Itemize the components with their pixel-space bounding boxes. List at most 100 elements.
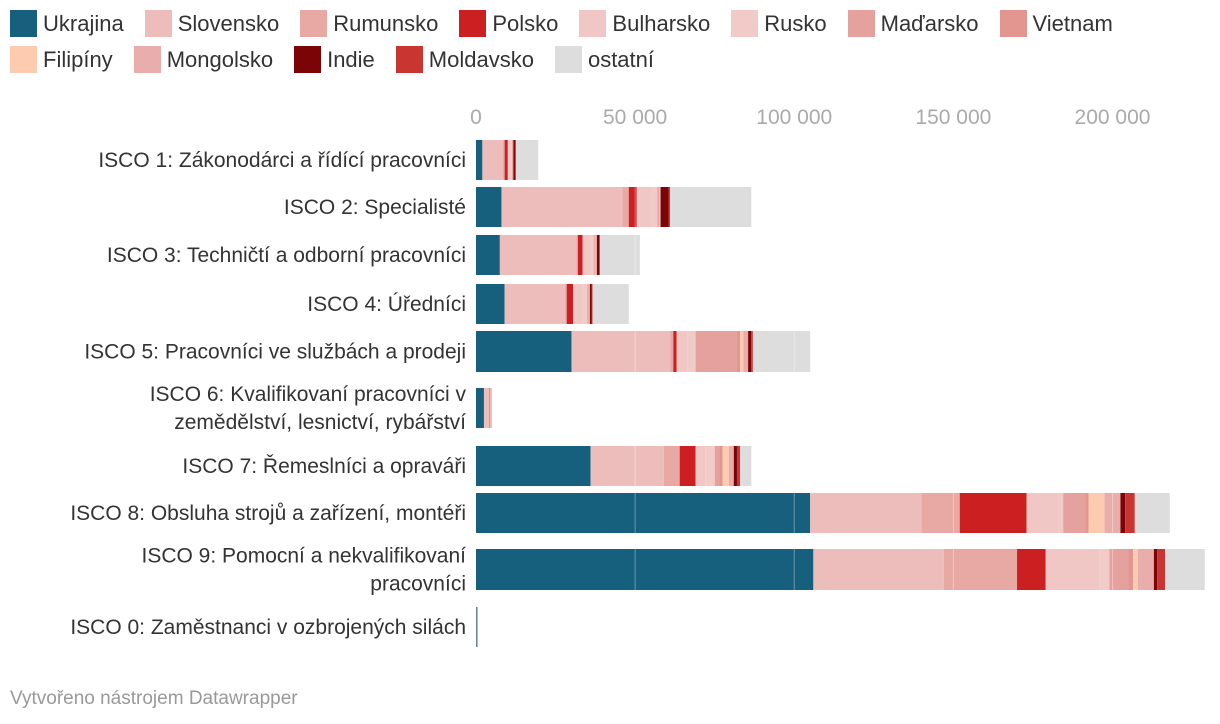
category-label: ISCO 6: Kvalifikovaní pracovníci v zemědě… <box>150 383 467 434</box>
category-label: ISCO 2: Specialisté <box>284 196 466 219</box>
bar-segment-ukrajina <box>476 607 477 647</box>
legend-item-moldavsko: Moldavsko <box>395 46 534 73</box>
bar-segment-ukrajina <box>476 388 484 428</box>
legend-swatch <box>294 46 322 73</box>
bar-segment-polsko <box>1017 549 1046 590</box>
bar-segment-ukrajina <box>476 331 572 372</box>
legend-item-polsko: Polsko <box>459 10 558 37</box>
bar-segment-indie <box>1120 493 1126 533</box>
legend-item-filipiny: Filipíny <box>10 46 113 73</box>
legend-item-ostatni: ostatní <box>554 46 654 73</box>
legend-label: Bulharsko <box>612 10 711 36</box>
category-label-line: zemědělství, lesnictví, rybářství <box>174 411 466 434</box>
bar-segment-bulharsko <box>507 140 509 180</box>
category-label-line: ISCO 1: Zákonodárci a řídící pracovníci <box>98 149 466 172</box>
bar-segment-indie <box>660 187 669 227</box>
bar-segment-ostatni <box>740 446 752 486</box>
x-tick-label: 100 000 <box>756 106 832 129</box>
bar-segment-moldavsko <box>1157 549 1166 590</box>
bar-segment-vietnam <box>736 331 741 372</box>
legend-label: Vietnam <box>1032 10 1113 36</box>
bar-segment-rumunsko <box>565 284 567 324</box>
bar-segment-slovensko <box>501 187 623 227</box>
bar-segment-bulharsko <box>695 446 706 486</box>
bar-segment-slovensko <box>590 446 664 486</box>
bar-segment-madarsko <box>1109 549 1129 590</box>
legend-label: Mongolsko <box>166 46 274 72</box>
bar-segment-moldavsko <box>1125 493 1135 533</box>
category-label-line: ISCO 9: Pomocní a nekvalifikovaní <box>142 545 467 568</box>
legend-item-slovensko: Slovensko <box>144 10 279 37</box>
bar-segment-ostatni <box>670 187 752 227</box>
category-label-line: pracovníci <box>370 573 466 596</box>
bars <box>476 140 1205 647</box>
legend-swatch <box>554 46 582 73</box>
legend-label: Polsko <box>492 10 559 36</box>
bar-segment-moldavsko <box>591 284 593 324</box>
bar-segment-moldavsko <box>514 140 516 180</box>
category-labels: ISCO 1: Zákonodárci a řídící pracovníci I… <box>70 149 466 639</box>
bar-segment-filipiny <box>740 331 744 372</box>
bar-segment-mongolsko <box>659 187 661 227</box>
legend-swatch <box>300 10 328 37</box>
bar-segment-rusko <box>508 140 512 180</box>
bar-segment-bulharsko <box>489 388 491 428</box>
bar-segment-bulharsko <box>676 331 688 372</box>
bar-segment-ostatni <box>592 284 629 324</box>
bar-segment-ukrajina <box>476 235 500 275</box>
bar-segment-moldavsko <box>751 331 753 372</box>
category-label: ISCO 4: Úředníci <box>307 293 466 316</box>
legend-label: Ukrajina <box>43 10 124 36</box>
category-label-line: ISCO 0: Zaměstnanci v ozbrojených silách <box>70 616 466 639</box>
bar-segment-mongolsko <box>729 446 734 486</box>
legend-swatch <box>731 10 759 37</box>
bar-segment-vietnam <box>658 187 660 227</box>
bar-segment-ukrajina <box>476 284 505 324</box>
bar-segment-rumunsko <box>921 493 960 533</box>
bar-segment-indie <box>596 235 600 275</box>
bar-segment-ostatni <box>515 140 539 180</box>
bar-segment-madarsko <box>714 446 720 486</box>
bar-segment-indie <box>1153 549 1158 590</box>
bar-segment-ostatni <box>752 331 811 372</box>
category-label: ISCO 0: Zaměstnanci v ozbrojených silách <box>70 616 466 639</box>
bar-segment-vietnam <box>719 446 723 486</box>
bar-segment-madarsko <box>657 187 659 227</box>
x-tick-label: 50 000 <box>603 106 667 129</box>
legend-label: Moldavsko <box>428 46 534 72</box>
bar-segment-rumunsko <box>943 549 1018 590</box>
bar-segment-vietnam <box>1128 549 1134 590</box>
bar-segment-moldavsko <box>668 187 671 227</box>
category-label: ISCO 9: Pomocní a nekvalifikovaní pracovn… <box>142 545 467 596</box>
legend-item-mongolsko: Mongolsko <box>133 46 274 73</box>
legend-swatch <box>459 10 487 37</box>
category-label-line: ISCO 3: Techničtí a odborní pracovníci <box>107 244 466 267</box>
bar-segment-madarsko <box>695 331 737 372</box>
bar-segment-bulharsko <box>1026 493 1059 533</box>
bar-segment-polsko <box>504 140 508 180</box>
bar-segment-madarsko <box>593 235 595 275</box>
bar-segment-mongolsko <box>743 331 749 372</box>
legend-swatch <box>133 46 161 73</box>
bar-segment-rumunsko <box>622 187 629 227</box>
bar-segment-vietnam <box>1085 493 1089 533</box>
bar-segment-polsko <box>577 235 583 275</box>
legend-label: Filipíny <box>43 46 113 72</box>
legend-swatch <box>579 10 607 37</box>
bar-segment-slovensko <box>810 493 922 533</box>
bar-segment-slovensko <box>813 549 944 590</box>
bar-segment-vietnam <box>594 235 596 275</box>
bar-segment-rumunsko <box>663 446 680 486</box>
legend-label: Maďarsko <box>880 10 979 36</box>
bar-segment-ostatni <box>1165 549 1205 590</box>
category-label: ISCO 7: Řemeslníci a opraváři <box>182 455 466 478</box>
bar-segment-ostatni <box>600 235 640 275</box>
legend-label: ostatní <box>587 46 654 72</box>
bar-segment-filipiny <box>1133 549 1138 590</box>
category-label-line: ISCO 6: Kvalifikovaní pracovníci v <box>150 383 467 406</box>
bar-segment-bulharsko <box>1045 549 1100 590</box>
category-label: ISCO 1: Zákonodárci a řídící pracovníci <box>98 149 466 172</box>
bar-segment-slovensko <box>482 140 504 180</box>
bar-segment-moldavsko <box>736 446 741 486</box>
legend-item-indie: Indie <box>294 46 375 73</box>
